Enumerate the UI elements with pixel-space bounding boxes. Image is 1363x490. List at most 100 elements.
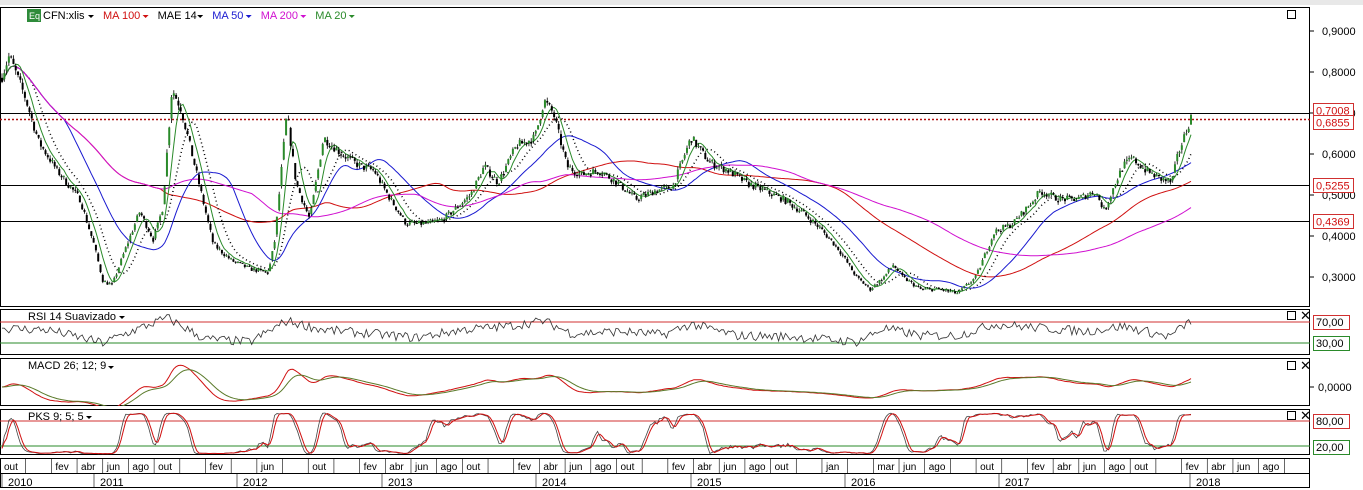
legend-chevron-down-icon[interactable]	[142, 15, 149, 18]
candle-body	[250, 267, 253, 271]
candle-body	[976, 270, 979, 274]
candle-body	[149, 232, 152, 237]
candle-body	[358, 163, 361, 166]
candle-body	[53, 161, 56, 167]
legend-item-0[interactable]: MA 100	[103, 10, 140, 22]
moving-average-line-0[interactable]	[1, 65, 1192, 278]
rsi-line[interactable]	[1, 314, 1192, 347]
macd-signal-line[interactable]	[1, 369, 1192, 408]
macd-maximize-icon[interactable]	[1287, 361, 1296, 370]
candle-body	[798, 210, 801, 212]
candle-body	[770, 194, 773, 197]
month-label: ago	[441, 462, 458, 473]
candle-body	[184, 122, 187, 130]
rsi-chevron-down-icon[interactable]	[119, 316, 125, 319]
moving-average-line-1[interactable]	[1, 65, 1192, 292]
candle-body	[1082, 194, 1085, 196]
candle-body	[285, 119, 288, 136]
legend-item-3[interactable]: MA 200	[261, 10, 298, 22]
candle-body	[784, 198, 787, 204]
legend-chevron-down-icon[interactable]	[197, 15, 204, 18]
candle-body	[722, 167, 725, 173]
legend-chevron-down-icon[interactable]	[348, 15, 355, 18]
pks-close-icon[interactable]: ✕	[1300, 408, 1311, 423]
candle-body	[743, 177, 746, 180]
candle-body	[1036, 191, 1039, 198]
month-label: fev	[1186, 462, 1199, 473]
year-label: 2016	[851, 477, 875, 489]
symbol-chevron-down-icon[interactable]	[88, 15, 94, 18]
month-label: out	[158, 462, 172, 473]
candle-body	[259, 269, 262, 271]
legend-item-2[interactable]: MA 50	[212, 10, 243, 22]
candle-body	[12, 58, 15, 64]
candle-body	[649, 190, 652, 192]
rsi-30-box	[1313, 336, 1350, 351]
candle-body	[484, 164, 487, 168]
symbol-label[interactable]: CFN:xlis	[43, 10, 85, 22]
candle-body	[644, 194, 647, 196]
candle-body	[1093, 194, 1096, 196]
legend-chevron-down-icon[interactable]	[245, 15, 252, 18]
candle-body	[1020, 211, 1023, 216]
legend-chevron-down-icon[interactable]	[300, 15, 307, 18]
candle-body	[172, 93, 175, 96]
candle-body	[954, 291, 957, 294]
legend-item-1[interactable]: MAE 14	[158, 10, 197, 22]
pks-maximize-icon[interactable]	[1287, 411, 1296, 420]
macd-close-icon[interactable]: ✕	[1300, 358, 1311, 373]
candle-body	[585, 174, 588, 176]
candle-body	[49, 158, 52, 162]
candle-body	[239, 262, 242, 264]
candle-body	[873, 284, 876, 288]
rsi-close-icon[interactable]: ✕	[1300, 308, 1311, 323]
pks-label[interactable]: PKS 9; 5; 5	[28, 411, 84, 423]
candle-body	[660, 187, 663, 189]
macd-label[interactable]: MACD 26; 12; 9	[28, 360, 106, 372]
candle-body	[353, 158, 356, 161]
candle-body	[672, 184, 675, 189]
candle-body	[186, 130, 189, 135]
candle-body	[894, 266, 897, 269]
candle-body	[637, 199, 640, 201]
pks-k-line[interactable]	[1, 412, 1192, 455]
candle-body	[711, 160, 714, 162]
pks-chevron-down-icon[interactable]	[86, 416, 92, 419]
macd-chevron-down-icon[interactable]	[108, 366, 114, 369]
candle-body	[1107, 203, 1110, 208]
rsi-maximize-icon[interactable]	[1287, 311, 1296, 320]
legend-item-4[interactable]: MA 20	[315, 10, 346, 22]
candle-body	[972, 278, 975, 282]
candle-body	[1118, 170, 1121, 178]
panel-frames	[0, 7, 1310, 488]
moving-average-line-2[interactable]	[1, 65, 1192, 289]
moving-average-line-4[interactable]	[1, 63, 1192, 293]
level-value: 0,4369	[1316, 217, 1350, 229]
candle-body	[241, 262, 244, 264]
candle-body	[1128, 157, 1131, 160]
candle-body	[576, 175, 579, 177]
level-value: 0,5255	[1316, 181, 1350, 193]
maximize-icon[interactable]	[1287, 10, 1296, 19]
candle-body	[46, 155, 49, 158]
candle-body	[207, 215, 210, 222]
candle-body	[1162, 178, 1165, 181]
candle-body	[805, 212, 808, 216]
candle-body	[553, 112, 556, 118]
candle-body	[621, 184, 624, 190]
candle-body	[200, 186, 203, 192]
candle-body	[999, 230, 1002, 232]
candle-body	[113, 277, 116, 282]
pks-d-line[interactable]	[1, 412, 1192, 455]
macd-line[interactable]	[1, 364, 1192, 409]
rsi-label[interactable]: RSI 14 Suavizado	[28, 311, 116, 323]
candle-body	[557, 123, 560, 130]
candle-body	[314, 181, 317, 192]
candle-body	[415, 223, 418, 225]
candle-body	[326, 139, 329, 146]
candle-body	[202, 194, 205, 204]
month-label: ago	[1109, 462, 1126, 473]
candle-body	[1185, 133, 1188, 135]
candle-body	[674, 183, 677, 185]
candle-body	[1022, 212, 1025, 215]
